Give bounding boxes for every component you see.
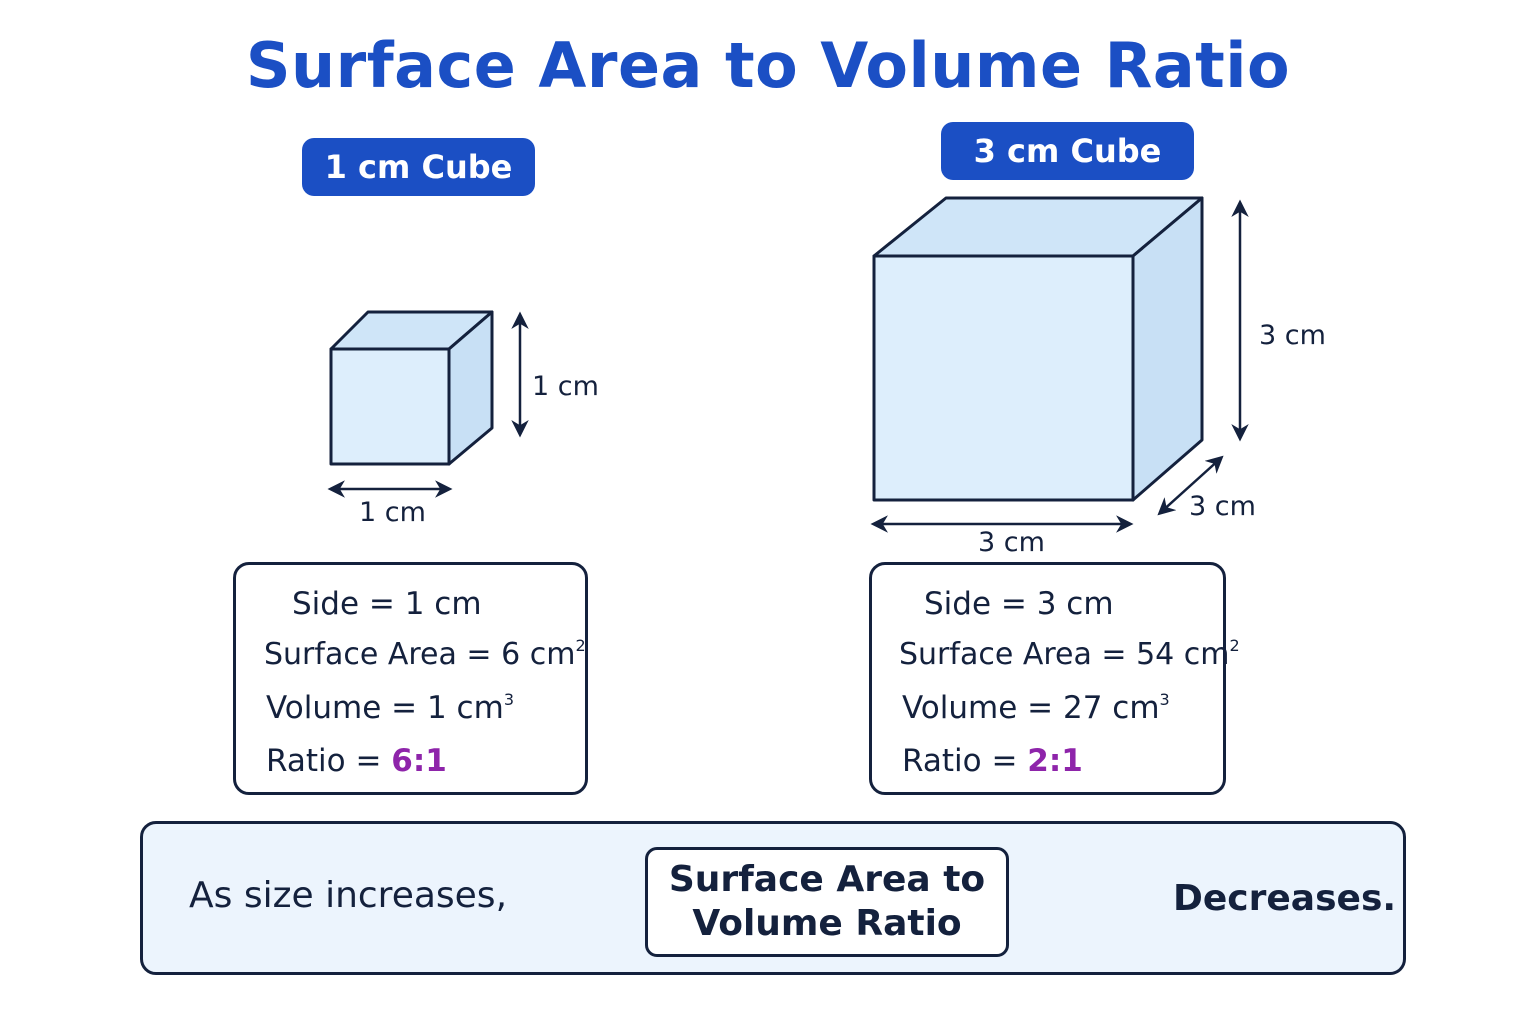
small-cube [329,310,494,466]
small-ratio-row: Ratio = 6:1 [266,743,447,779]
small-cube-badge: 1 cm Cube [302,138,535,196]
summary-center-line2: Volume Ratio [692,903,962,944]
large-height-label: 3 cm [1259,320,1326,351]
page-title: Surface Area to Volume Ratio [245,29,1291,102]
summary-right-text: Decreases. [1173,878,1397,919]
small-surface-area-row: Surface Area = 6 cm2 [264,636,586,672]
large-cube-badge: 3 cm Cube [941,122,1194,180]
large-width-label: 3 cm [978,527,1045,558]
small-height-label: 1 cm [532,371,599,402]
summary-center-line1: Surface Area to [668,859,986,900]
large-cube [872,196,1204,502]
small-side-row: Side = 1 cm [292,586,482,622]
summary-center-box: Surface Area to Volume Ratio [645,847,1009,957]
large-depth-arrow [1157,455,1224,516]
large-side-row: Side = 3 cm [924,586,1114,622]
small-ratio-value: 6:1 [391,743,447,779]
small-width-label: 1 cm [359,497,426,528]
small-cube-info: Side = 1 cm Surface Area = 6 cm2 Volume … [233,562,588,795]
large-cube-info: Side = 3 cm Surface Area = 54 cm2 Volume… [869,562,1240,795]
summary-left-text: As size increases, [189,875,508,916]
large-surface-area-row: Surface Area = 54 cm2 [899,636,1240,672]
large-volume-row: Volume = 27 cm3 [902,690,1170,726]
large-ratio-row: Ratio = 2:1 [902,743,1083,779]
large-depth-label: 3 cm [1189,491,1256,522]
large-ratio-value: 2:1 [1027,743,1083,779]
small-volume-row: Volume = 1 cm3 [266,690,514,726]
